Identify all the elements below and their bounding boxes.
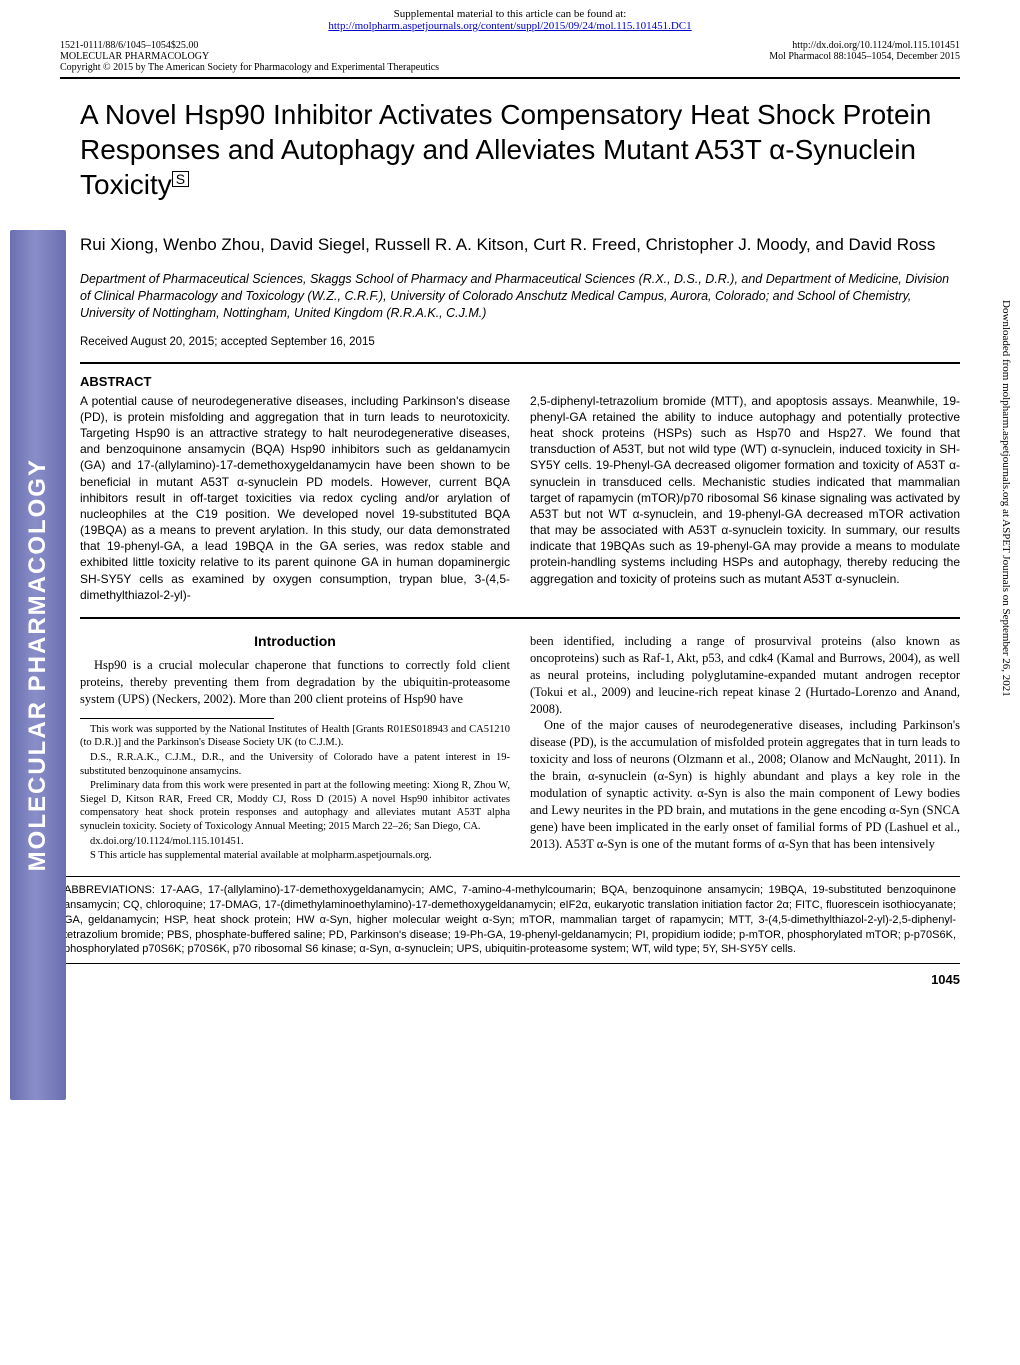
body-columns: Introduction Hsp90 is a crucial molecula… bbox=[0, 619, 1020, 872]
intro-para-right-2: One of the major causes of neurodegenera… bbox=[530, 717, 960, 852]
authors: Rui Xiong, Wenbo Zhou, David Siegel, Rus… bbox=[0, 206, 1020, 265]
right-column: been identified, including a range of pr… bbox=[530, 633, 960, 864]
footnote-doi: dx.doi.org/10.1124/mol.115.101451. bbox=[80, 835, 510, 849]
supplemental-block: Supplemental material to this article ca… bbox=[0, 0, 1020, 34]
introduction-heading: Introduction bbox=[80, 633, 510, 649]
footnote-rule bbox=[80, 718, 274, 719]
received-dates: Received August 20, 2015; accepted Septe… bbox=[0, 328, 1020, 356]
supplemental-link[interactable]: http://molpharm.aspetjournals.org/conten… bbox=[328, 20, 691, 32]
issn-line: 1521-0111/88/6/1045–1054$25.00 bbox=[60, 40, 439, 51]
footnotes: This work was supported by the National … bbox=[80, 723, 510, 863]
footnote-supplemental: S This article has supplemental material… bbox=[80, 849, 510, 863]
journal-name: MOLECULAR PHARMACOLOGY bbox=[60, 51, 439, 62]
intro-para-right-1: been identified, including a range of pr… bbox=[530, 633, 960, 717]
footnote-patent: D.S., R.R.A.K., C.J.M., D.R., and the Un… bbox=[80, 751, 510, 778]
journal-side-banner: MOLECULAR PHARMACOLOGY bbox=[10, 230, 66, 1100]
supplemental-icon: S bbox=[172, 171, 189, 187]
affiliations: Department of Pharmaceutical Sciences, S… bbox=[0, 265, 1020, 328]
title-text: A Novel Hsp90 Inhibitor Activates Compen… bbox=[80, 99, 931, 200]
header-left: 1521-0111/88/6/1045–1054$25.00 MOLECULAR… bbox=[60, 40, 439, 73]
side-banner-text: MOLECULAR PHARMACOLOGY bbox=[24, 458, 52, 871]
copyright-line: Copyright © 2015 by The American Society… bbox=[60, 62, 439, 73]
article-title: A Novel Hsp90 Inhibitor Activates Compen… bbox=[0, 79, 1020, 206]
abstract-left-col: A potential cause of neurodegenerative d… bbox=[80, 393, 510, 603]
page-number: 1045 bbox=[0, 968, 1020, 997]
footnote-funding: This work was supported by the National … bbox=[80, 723, 510, 750]
left-column: Introduction Hsp90 is a crucial molecula… bbox=[80, 633, 510, 864]
doi-line: http://dx.doi.org/10.1124/mol.115.101451 bbox=[769, 40, 960, 51]
abbreviations-text: ABBREVIATIONS: 17-AAG, 17-(allylamino)-1… bbox=[64, 884, 956, 955]
citation-line: Mol Pharmacol 88:1045–1054, December 201… bbox=[769, 51, 960, 62]
abstract-right-col: 2,5-diphenyl-tetrazolium bromide (MTT), … bbox=[530, 393, 960, 603]
abbreviations-box: ABBREVIATIONS: 17-AAG, 17-(allylamino)-1… bbox=[60, 876, 960, 964]
intro-para-left: Hsp90 is a crucial molecular chaperone t… bbox=[80, 657, 510, 708]
abstract-section: ABSTRACT A potential cause of neurodegen… bbox=[0, 364, 1020, 611]
supplemental-label: Supplemental material to this article ca… bbox=[0, 8, 1020, 20]
download-note: Downloaded from molpharm.aspetjournals.o… bbox=[1000, 300, 1012, 697]
footnote-meeting: Preliminary data from this work were pre… bbox=[80, 779, 510, 834]
page-header: 1521-0111/88/6/1045–1054$25.00 MOLECULAR… bbox=[0, 34, 1020, 75]
abstract-heading: ABSTRACT bbox=[80, 374, 960, 389]
header-right: http://dx.doi.org/10.1124/mol.115.101451… bbox=[769, 40, 960, 73]
